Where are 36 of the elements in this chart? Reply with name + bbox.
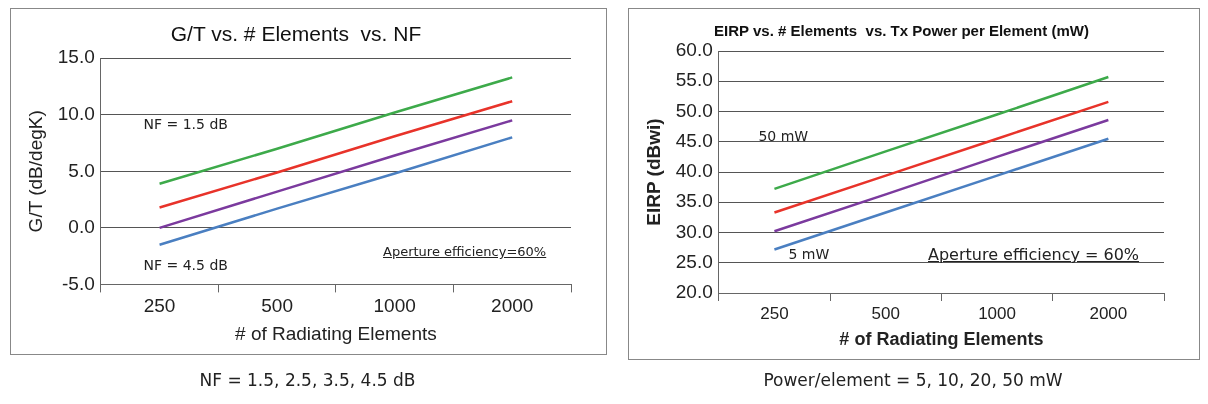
x-tick-label: 250 [143,295,176,317]
y-tick-label: -5.0 [62,272,95,294]
text: NF = 1.5, 2.5, 3.5, 4.5 dB [198,370,417,390]
x-axis-title: # of Radiating Elements [235,322,437,344]
x-tick-label: 500 [871,303,900,323]
y-tick-label: 25.0 [675,250,713,272]
y-tick-label: 20.0 [675,281,713,303]
y-tick-label: 35.0 [675,190,713,212]
y-tick-label: 45.0 [675,129,713,151]
annotation: 5 mW [788,246,830,263]
chart-title: EIRP vs. # Elements vs. Tx Power per Element (mW) [714,22,1089,40]
y-tick-label: 40.0 [675,160,713,182]
y-tick-label: 55.0 [675,69,713,91]
y-tick-label: 60.0 [675,39,713,61]
y-tick-label: 10.0 [57,102,95,124]
text: Power/element = 5, 10, 20, 50 mW [762,370,1064,390]
annotation: Aperture efficiency = 60% [928,245,1140,264]
y-tick-label: 15.0 [57,46,95,68]
y-tick-label: 5.0 [68,159,95,181]
x-tick-label: 1000 [978,303,1016,323]
y-tick-label: 0.0 [68,216,95,238]
x-tick-label: 2000 [1089,303,1128,323]
chart-title: G/T vs. # Elements vs. NF [170,22,422,46]
annotation: NF = 1.5 dB [143,116,228,133]
annotation: NF = 4.5 dB [143,257,228,274]
x-axis-title: # of Radiating Elements [839,329,1044,350]
x-tick-label: 1000 [373,295,416,317]
annotation: Aperture efficiency=60% [383,244,547,260]
y-tick-label: 30.0 [675,220,713,242]
x-tick-label: 500 [261,295,293,317]
x-tick-label: 250 [760,303,789,323]
x-tick-label: 2000 [491,295,534,317]
y-axis-title: G/T (dB/degK) [24,110,46,233]
y-axis-title: EIRP (dBwi) [642,118,664,226]
y-tick-label: 50.0 [675,99,713,121]
annotation: 50 mW [758,127,809,144]
